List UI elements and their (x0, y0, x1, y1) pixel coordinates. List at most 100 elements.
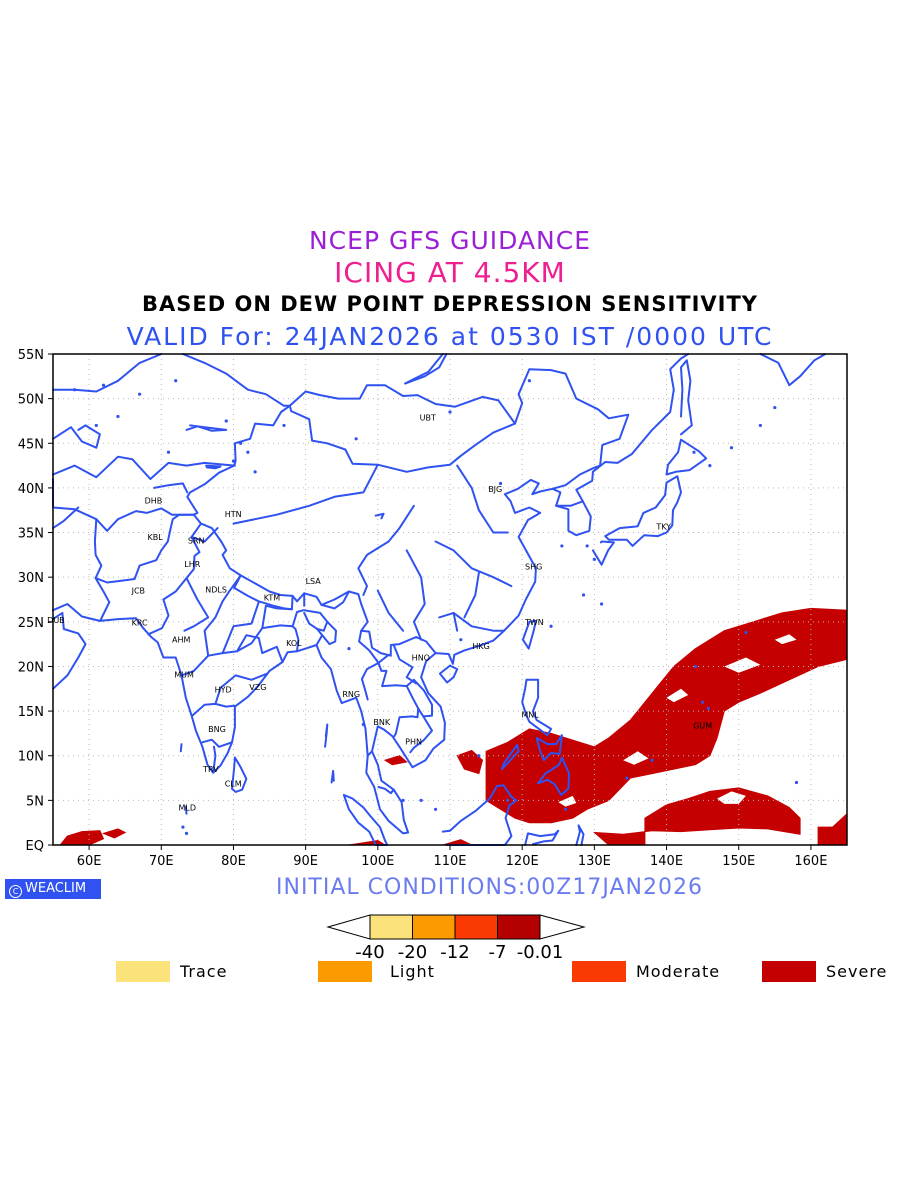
island-speck (174, 379, 178, 383)
coastline-segment (214, 702, 236, 708)
island-speck (184, 831, 189, 835)
coastline-segment (185, 424, 228, 432)
island-speck (166, 450, 171, 454)
coastline-segment (759, 353, 827, 387)
lon-label: 70E (149, 854, 174, 869)
coastline-segment (463, 571, 480, 619)
colorbar-tick-label: -40 (355, 942, 384, 960)
coastline-segment (179, 743, 183, 753)
colorbar: -40 -20 -12 -7 -0.01 (326, 914, 586, 960)
lon-label: 130E (578, 854, 611, 869)
lon-label: 120E (506, 854, 539, 869)
island-speck (506, 798, 510, 802)
lat-label: 20N (18, 660, 44, 675)
island-speck (527, 379, 532, 383)
city-label-dub: DUB (47, 616, 65, 625)
coastline-segment (358, 629, 420, 738)
city-label-lsa: LSA (306, 577, 322, 586)
coastline-segment (501, 744, 520, 771)
island-speck (282, 423, 286, 428)
city-label-rng: RNG (342, 690, 360, 699)
island-speck (253, 470, 257, 474)
icing-gap (724, 657, 761, 673)
lat-label: 25N (18, 616, 44, 631)
lat-label: EQ (26, 839, 44, 854)
lon-label: 80E (221, 854, 246, 869)
lat-label: 15N (18, 705, 44, 720)
lon-label: 160E (794, 854, 827, 869)
city-label-ubt: UBT (420, 413, 436, 422)
city-label-vzg: VZG (249, 683, 266, 692)
city-label-ahm: AHM (172, 636, 190, 645)
island-speck (419, 798, 423, 802)
coastline-segment (604, 475, 682, 547)
colorbar-tick-label: -12 (440, 942, 469, 960)
coastline-segment (665, 438, 708, 476)
coastline-segment (191, 672, 269, 717)
severe-icing-region (59, 607, 848, 846)
coastline-segment (377, 653, 390, 664)
coastline-segment (52, 424, 101, 449)
coastline-segment (94, 577, 111, 621)
island-speck (94, 423, 98, 428)
island-speck (773, 405, 777, 410)
coastline-segment (221, 601, 260, 655)
island-speck (401, 798, 405, 802)
weaclim-logo: C WEACLIM (5, 879, 101, 899)
colorbar-tick-label: -20 (398, 942, 427, 960)
island-speck (625, 776, 629, 780)
city-label-kbl: KBL (147, 533, 163, 542)
initial-conditions: INITIAL CONDITIONS:00Z17JAN2026 (276, 875, 703, 900)
legend-swatch-severe (762, 961, 816, 982)
city-label-hyd: HYD (215, 686, 232, 695)
coastline-segment (52, 455, 236, 480)
island-speck (354, 437, 358, 441)
city-label-clm: CLM (225, 779, 242, 788)
coastline-segment (514, 368, 630, 490)
legend-swatch-trace (116, 961, 170, 982)
island-speck (549, 624, 553, 628)
island-speck (138, 392, 142, 396)
coastlines (52, 353, 827, 846)
city-label-htn: HTN (225, 510, 242, 519)
island-speck (758, 423, 762, 428)
city-label-trv: TRV (202, 765, 219, 774)
city-label-srn: SRN (188, 537, 205, 546)
icing-gap (623, 751, 649, 765)
island-speck (599, 602, 604, 606)
city-label-hno: HNO (412, 654, 430, 663)
island-speck (181, 825, 185, 829)
lat-label: 5N (26, 794, 44, 809)
lon-label: 110E (433, 854, 466, 869)
chart-method: BASED ON DEW POINT DEPRESSION SENSITIVIT… (142, 292, 758, 316)
lat-label: 55N (18, 348, 44, 363)
icing-map: UBT BJG DHB HTN KBL SRN TKY LHR SHG LSA JCB NDLS KTM… (18, 348, 848, 869)
legend-swatch-moderate (572, 961, 626, 982)
colorbar-left-arrow (326, 914, 371, 940)
coastline-segment (52, 353, 163, 393)
coastline-segment (321, 620, 337, 646)
lat-label: 50N (18, 393, 44, 408)
lon-label: 140E (650, 854, 683, 869)
coastline-segment (320, 590, 350, 610)
coastline-segment (524, 829, 560, 846)
coastline-segment (537, 756, 571, 796)
coastline-segment (434, 540, 513, 588)
coastline-segment (93, 513, 195, 584)
city-label-mum: MUM (174, 670, 194, 679)
coastline-segment (438, 664, 459, 684)
icing-patch (592, 787, 848, 846)
colorbar-box (497, 914, 541, 940)
coastline-segment (232, 463, 379, 525)
coastline-segment (288, 384, 516, 473)
coastline-segment (409, 715, 433, 754)
coastline-segment (342, 794, 389, 846)
icing-gap (558, 795, 577, 807)
island-speck (563, 807, 568, 811)
city-label-ktm: KTM (264, 594, 281, 603)
lon-label: 100E (361, 854, 394, 869)
coastline-segment (291, 625, 300, 653)
coastline-segment (190, 527, 219, 543)
island-speck (693, 664, 698, 669)
city-label-krc: KRC (132, 619, 148, 628)
